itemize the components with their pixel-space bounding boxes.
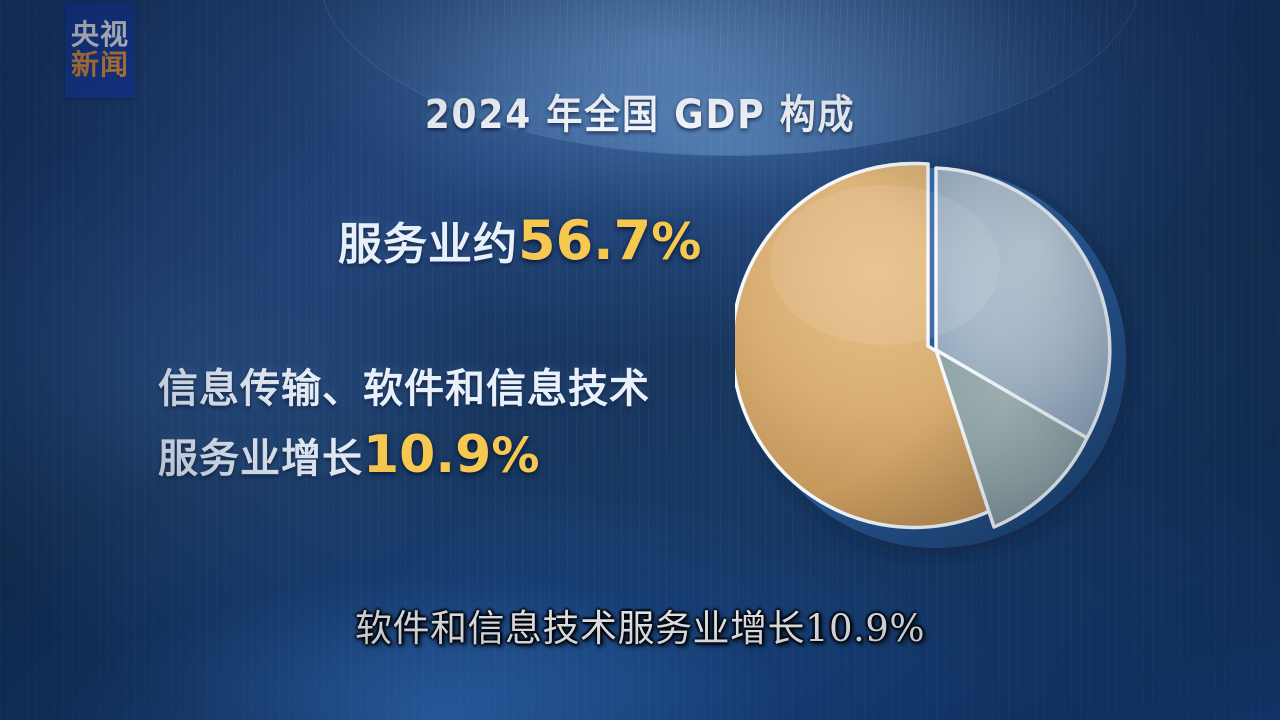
pie-slices (735, 161, 1112, 530)
stat-it-label-line2: 服务业增长 (158, 436, 363, 482)
stat-service-value: 56.7 (518, 209, 652, 272)
page-title: 2024 年全国 GDP 构成 (424, 92, 856, 138)
stat-it-value: 10.9 (363, 425, 492, 485)
gdp-composition-pie-chart (735, 145, 1140, 565)
pie-specular-highlight (770, 185, 1000, 345)
pie-chart-svg (735, 161, 1126, 548)
stat-service-unit: % (651, 213, 703, 271)
stat-service-share: 服务业约56.7% (338, 208, 702, 272)
stat-it-unit: % (491, 428, 541, 484)
stat-it-label-line1: 信息传输、软件和信息技术 (158, 366, 650, 412)
logo-text-top: 央视 (70, 18, 129, 51)
stat-it-growth-line2: 服务业增长10.9% (158, 425, 540, 485)
stat-service-label: 服务业约 (338, 219, 518, 270)
logo-text-bottom: 新闻 (70, 48, 129, 81)
stat-it-growth-label-line1: 信息传输、软件和信息技术 (158, 356, 650, 414)
cctv-news-logo: 央视 新闻 (65, 2, 135, 98)
lower-third-caption: 软件和信息技术服务业增长10.9% (354, 607, 926, 650)
pie-slice-secondary-industry (934, 166, 1112, 440)
pie-slice-primary-industry (934, 348, 1089, 529)
